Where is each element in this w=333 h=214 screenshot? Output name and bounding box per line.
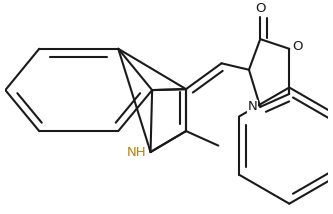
Text: NH: NH [127, 146, 147, 159]
Text: O: O [292, 40, 303, 53]
Text: O: O [255, 1, 265, 15]
Text: N: N [247, 100, 257, 113]
